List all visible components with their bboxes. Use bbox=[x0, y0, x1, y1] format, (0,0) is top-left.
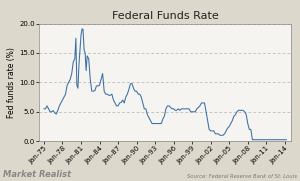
Title: Federal Funds Rate: Federal Funds Rate bbox=[112, 11, 218, 21]
Text: Source: Federal Reserve Bank of St. Louis: Source: Federal Reserve Bank of St. Loui… bbox=[187, 174, 297, 179]
Y-axis label: Fed funds rate (%): Fed funds rate (%) bbox=[7, 47, 16, 118]
Text: Market Realist: Market Realist bbox=[3, 170, 71, 179]
